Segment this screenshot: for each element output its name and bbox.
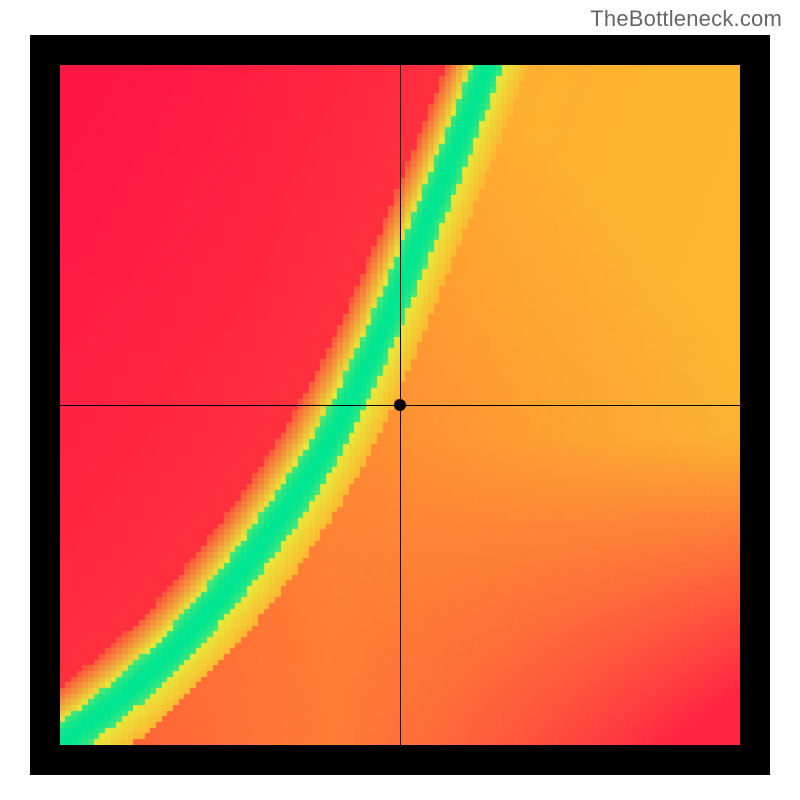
plot-frame: [30, 35, 770, 775]
watermark-text: TheBottleneck.com: [590, 6, 782, 32]
selected-point-marker: [394, 399, 406, 411]
